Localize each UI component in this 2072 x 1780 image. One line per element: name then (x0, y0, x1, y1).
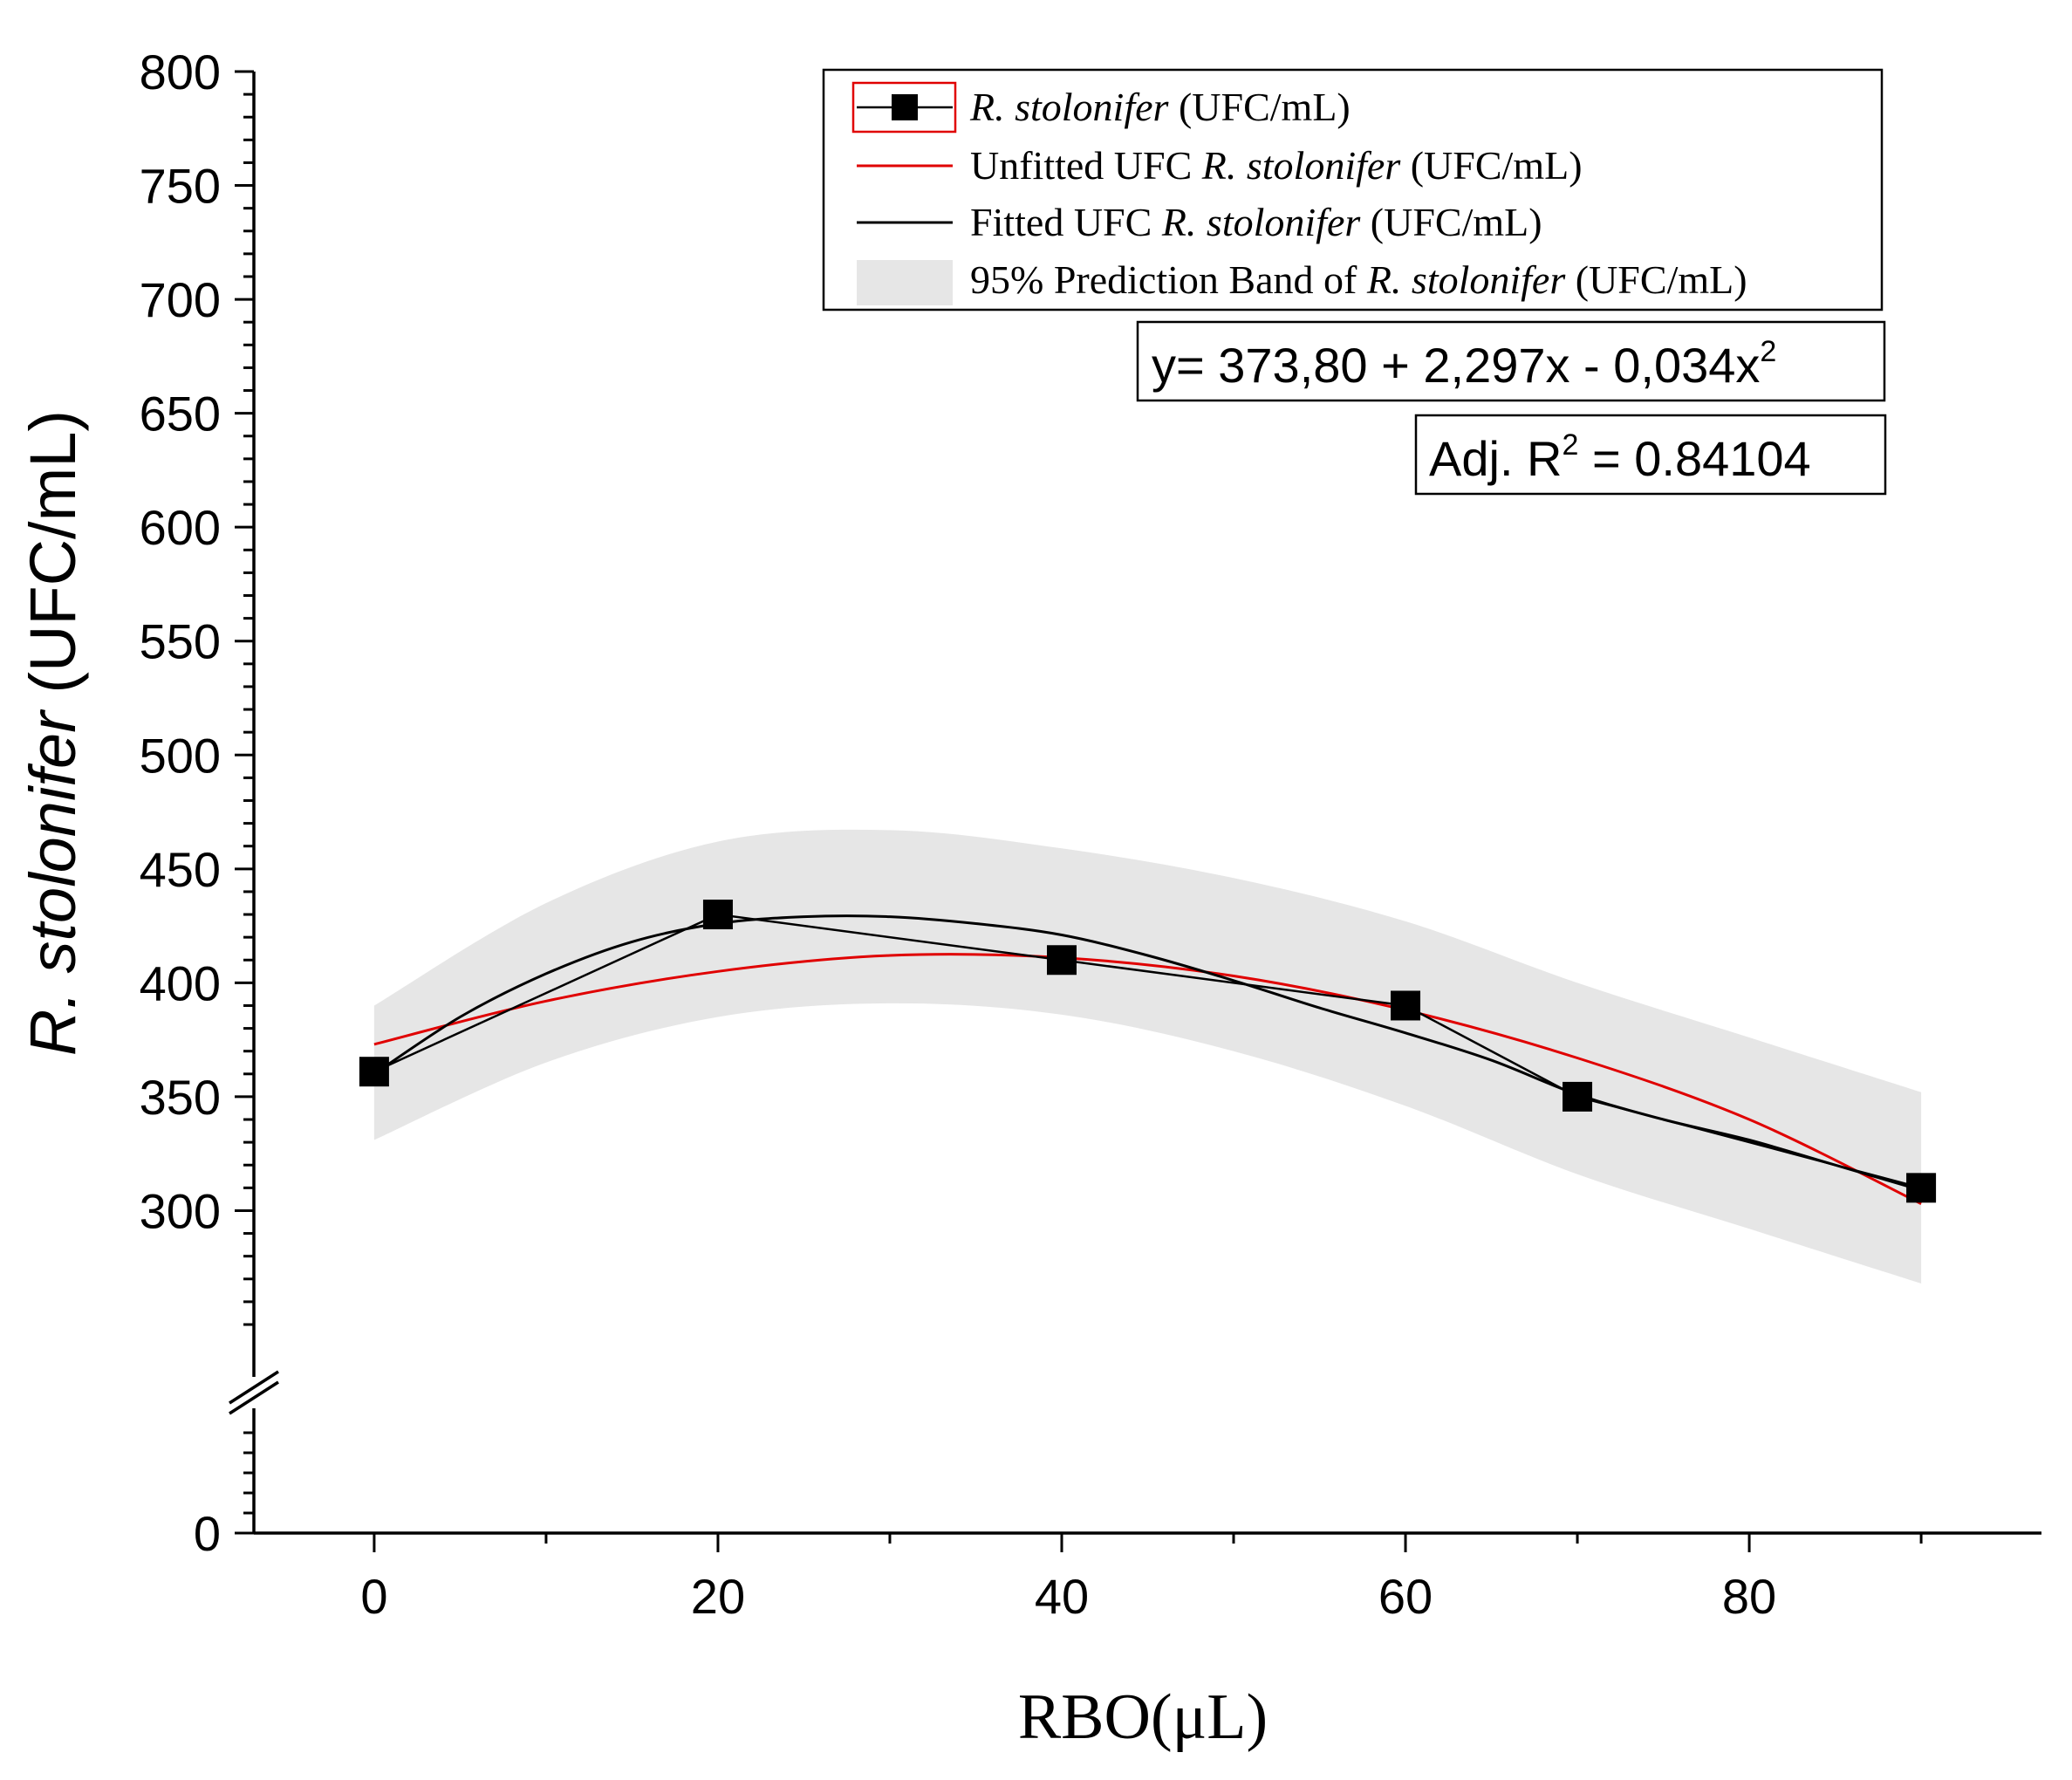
y-tick-label: 300 (140, 1183, 221, 1238)
x-tick-label: 60 (1378, 1569, 1433, 1624)
y-tick-label: 550 (140, 614, 221, 669)
y-tick-label: 800 (140, 44, 221, 99)
legend-box (822, 68, 1884, 312)
data-markers (359, 900, 1937, 1203)
axis-break-mark (229, 1370, 279, 1405)
y-tick-label: 0 (194, 1506, 221, 1561)
legend-band-swatch (857, 260, 953, 305)
x-tick-label: 80 (1722, 1569, 1776, 1624)
x-tick-label: 0 (360, 1569, 387, 1624)
y-tick-label: 500 (140, 728, 221, 783)
axis-break-mark (229, 1380, 279, 1415)
legend-entry-band: 95% Prediction Band of R. stolonifer (UF… (970, 257, 1747, 302)
legend-square-marker-icon (892, 94, 918, 120)
legend-entry-data: R. stolonifer (UFC/mL) (969, 85, 1351, 129)
y-axis-title-italic: R. stolonifer (17, 709, 89, 1056)
legend-entry-unfitted: Unfitted UFC R. stolonifer (UFC/mL) (970, 143, 1583, 188)
data-point-marker (1563, 1081, 1593, 1112)
equation-box (1136, 320, 1886, 402)
x-tick-label: 20 (691, 1569, 745, 1624)
y-tick-label: 350 (140, 1070, 221, 1125)
data-point-marker (1046, 945, 1077, 976)
data-point-marker (1906, 1173, 1937, 1203)
y-tick-label: 400 (140, 955, 221, 1010)
equation-annotation: y= 373,80 + 2,297x - 0,034x2 (1136, 320, 1886, 402)
legend-entry-fitted: Fitted UFC R. stolonifer (UFC/mL) (970, 200, 1542, 244)
prediction-band-area (373, 829, 1922, 1284)
r-squared-box (1414, 414, 1887, 496)
equation-text: y= 373,80 + 2,297x - 0,034x2 (1152, 335, 1776, 393)
y-tick-label: 750 (140, 159, 221, 214)
x-tick-label: 40 (1035, 1569, 1089, 1624)
r-squared-annotation: Adj. R2 = 0.84104 (1414, 414, 1887, 496)
x-axis-title: RBO(μL) (1018, 1681, 1268, 1753)
data-point-marker (702, 900, 733, 930)
data-point-marker (359, 1057, 389, 1087)
data-series-line (373, 913, 1922, 1189)
y-axis-title-unit: (UFC/mL) (17, 410, 89, 711)
ticks: 300 350 400 450 500 550 600 650 700 750 800 0 0 20 40 6… (140, 44, 1923, 1624)
legend: R. stolonifer (UFC/mL) Unfitted UFC R. s… (822, 68, 1884, 312)
y-tick-label: 700 (140, 272, 221, 327)
data-point-marker (1391, 990, 1421, 1021)
y-tick-label: 450 (140, 842, 221, 897)
r-squared-text: Adj. R2 = 0.84104 (1429, 428, 1811, 486)
unfitted-curve-line (373, 953, 1922, 1205)
y-axis-title: R. stolonifer (UFC/mL) (17, 410, 89, 1056)
y-tick-label: 650 (140, 387, 221, 442)
y-tick-label: 600 (140, 500, 221, 555)
legend-selection-highlight (851, 81, 957, 134)
